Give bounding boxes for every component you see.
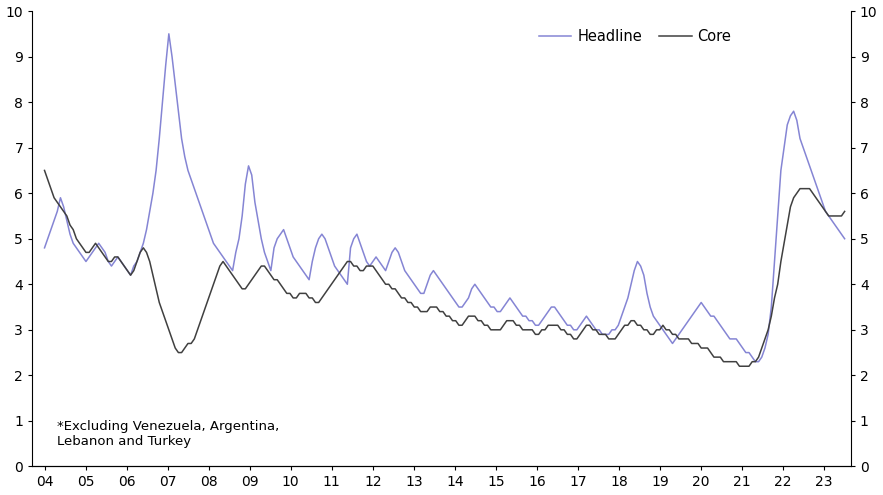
Headline (826, 217, 837, 223)
Headline (282, 236, 292, 242)
Line: Headline: Headline (44, 34, 845, 362)
Headline (39, 245, 49, 251)
Core (674, 336, 684, 342)
Headline (553, 308, 563, 314)
Headline (676, 327, 687, 333)
Core (734, 363, 744, 369)
Headline (55, 195, 65, 201)
Core (278, 286, 289, 292)
Core (824, 213, 834, 219)
Core (840, 208, 850, 214)
Headline (840, 236, 850, 242)
Headline (163, 31, 174, 37)
Line: Core: Core (44, 170, 845, 366)
Headline (750, 359, 760, 365)
Legend: Headline, Core: Headline, Core (533, 23, 737, 50)
Text: *Excluding Venezuela, Argentina,
Lebanon and Turkey: *Excluding Venezuela, Argentina, Lebanon… (57, 420, 279, 448)
Core (39, 167, 49, 173)
Core (549, 322, 560, 328)
Headline (603, 331, 614, 337)
Core (600, 331, 611, 337)
Core (55, 204, 65, 210)
